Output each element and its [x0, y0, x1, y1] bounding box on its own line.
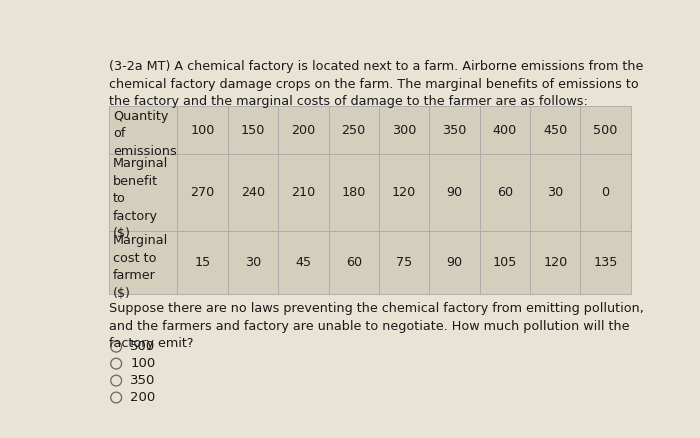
Text: 180: 180	[342, 186, 366, 199]
Bar	[228, 154, 278, 231]
Bar	[530, 231, 580, 294]
Text: 400: 400	[493, 124, 517, 137]
Text: 60: 60	[346, 256, 362, 269]
Text: 135: 135	[594, 256, 618, 269]
Bar	[228, 231, 278, 294]
Bar	[480, 231, 530, 294]
Text: 90: 90	[447, 186, 463, 199]
Text: 60: 60	[497, 186, 513, 199]
Text: 15: 15	[195, 256, 211, 269]
Text: Suppose there are no laws preventing the chemical factory from emitting pollutio: Suppose there are no laws preventing the…	[109, 302, 644, 350]
Text: 0: 0	[601, 186, 610, 199]
Text: 500: 500	[130, 340, 155, 353]
Text: 120: 120	[543, 256, 567, 269]
Bar	[429, 106, 480, 154]
Text: (3-2a MT) A chemical factory is located next to a farm. Airborne emissions from : (3-2a MT) A chemical factory is located …	[109, 60, 643, 108]
Bar	[580, 154, 631, 231]
Bar	[530, 106, 580, 154]
Bar	[177, 231, 228, 294]
Text: 250: 250	[342, 124, 366, 137]
Bar	[530, 154, 580, 231]
Text: 120: 120	[392, 186, 416, 199]
Bar	[429, 231, 480, 294]
Bar	[580, 106, 631, 154]
Bar	[480, 154, 530, 231]
Bar	[278, 154, 328, 231]
Bar	[278, 106, 328, 154]
Text: 240: 240	[241, 186, 265, 199]
Text: 100: 100	[130, 357, 155, 370]
Text: 500: 500	[594, 124, 618, 137]
Bar	[109, 106, 177, 154]
Text: Marginal
cost to
farmer
($): Marginal cost to farmer ($)	[113, 234, 168, 300]
Text: 75: 75	[396, 256, 412, 269]
Text: 270: 270	[190, 186, 215, 199]
Bar	[379, 231, 429, 294]
Bar	[228, 106, 278, 154]
Bar	[328, 231, 379, 294]
Bar	[379, 154, 429, 231]
Text: 90: 90	[447, 256, 463, 269]
Bar	[480, 106, 530, 154]
Bar	[328, 154, 379, 231]
Text: Marginal
benefit
to
factory
($): Marginal benefit to factory ($)	[113, 157, 168, 240]
Bar	[177, 154, 228, 231]
Bar	[109, 154, 177, 231]
Text: 300: 300	[392, 124, 416, 137]
Bar	[429, 154, 480, 231]
Text: 150: 150	[241, 124, 265, 137]
Bar	[379, 106, 429, 154]
Bar	[580, 231, 631, 294]
Bar	[177, 106, 228, 154]
Text: 105: 105	[493, 256, 517, 269]
Bar	[278, 231, 328, 294]
Text: Quantity
of
emissions: Quantity of emissions	[113, 110, 177, 158]
Text: 30: 30	[547, 186, 564, 199]
Text: 350: 350	[442, 124, 467, 137]
Text: 100: 100	[190, 124, 215, 137]
Text: 200: 200	[291, 124, 316, 137]
Text: 210: 210	[291, 186, 316, 199]
Text: 200: 200	[130, 391, 155, 404]
Bar	[109, 231, 177, 294]
Bar	[328, 106, 379, 154]
Text: 450: 450	[543, 124, 567, 137]
Text: 350: 350	[130, 374, 155, 387]
Text: 45: 45	[295, 256, 312, 269]
Text: 30: 30	[245, 256, 261, 269]
